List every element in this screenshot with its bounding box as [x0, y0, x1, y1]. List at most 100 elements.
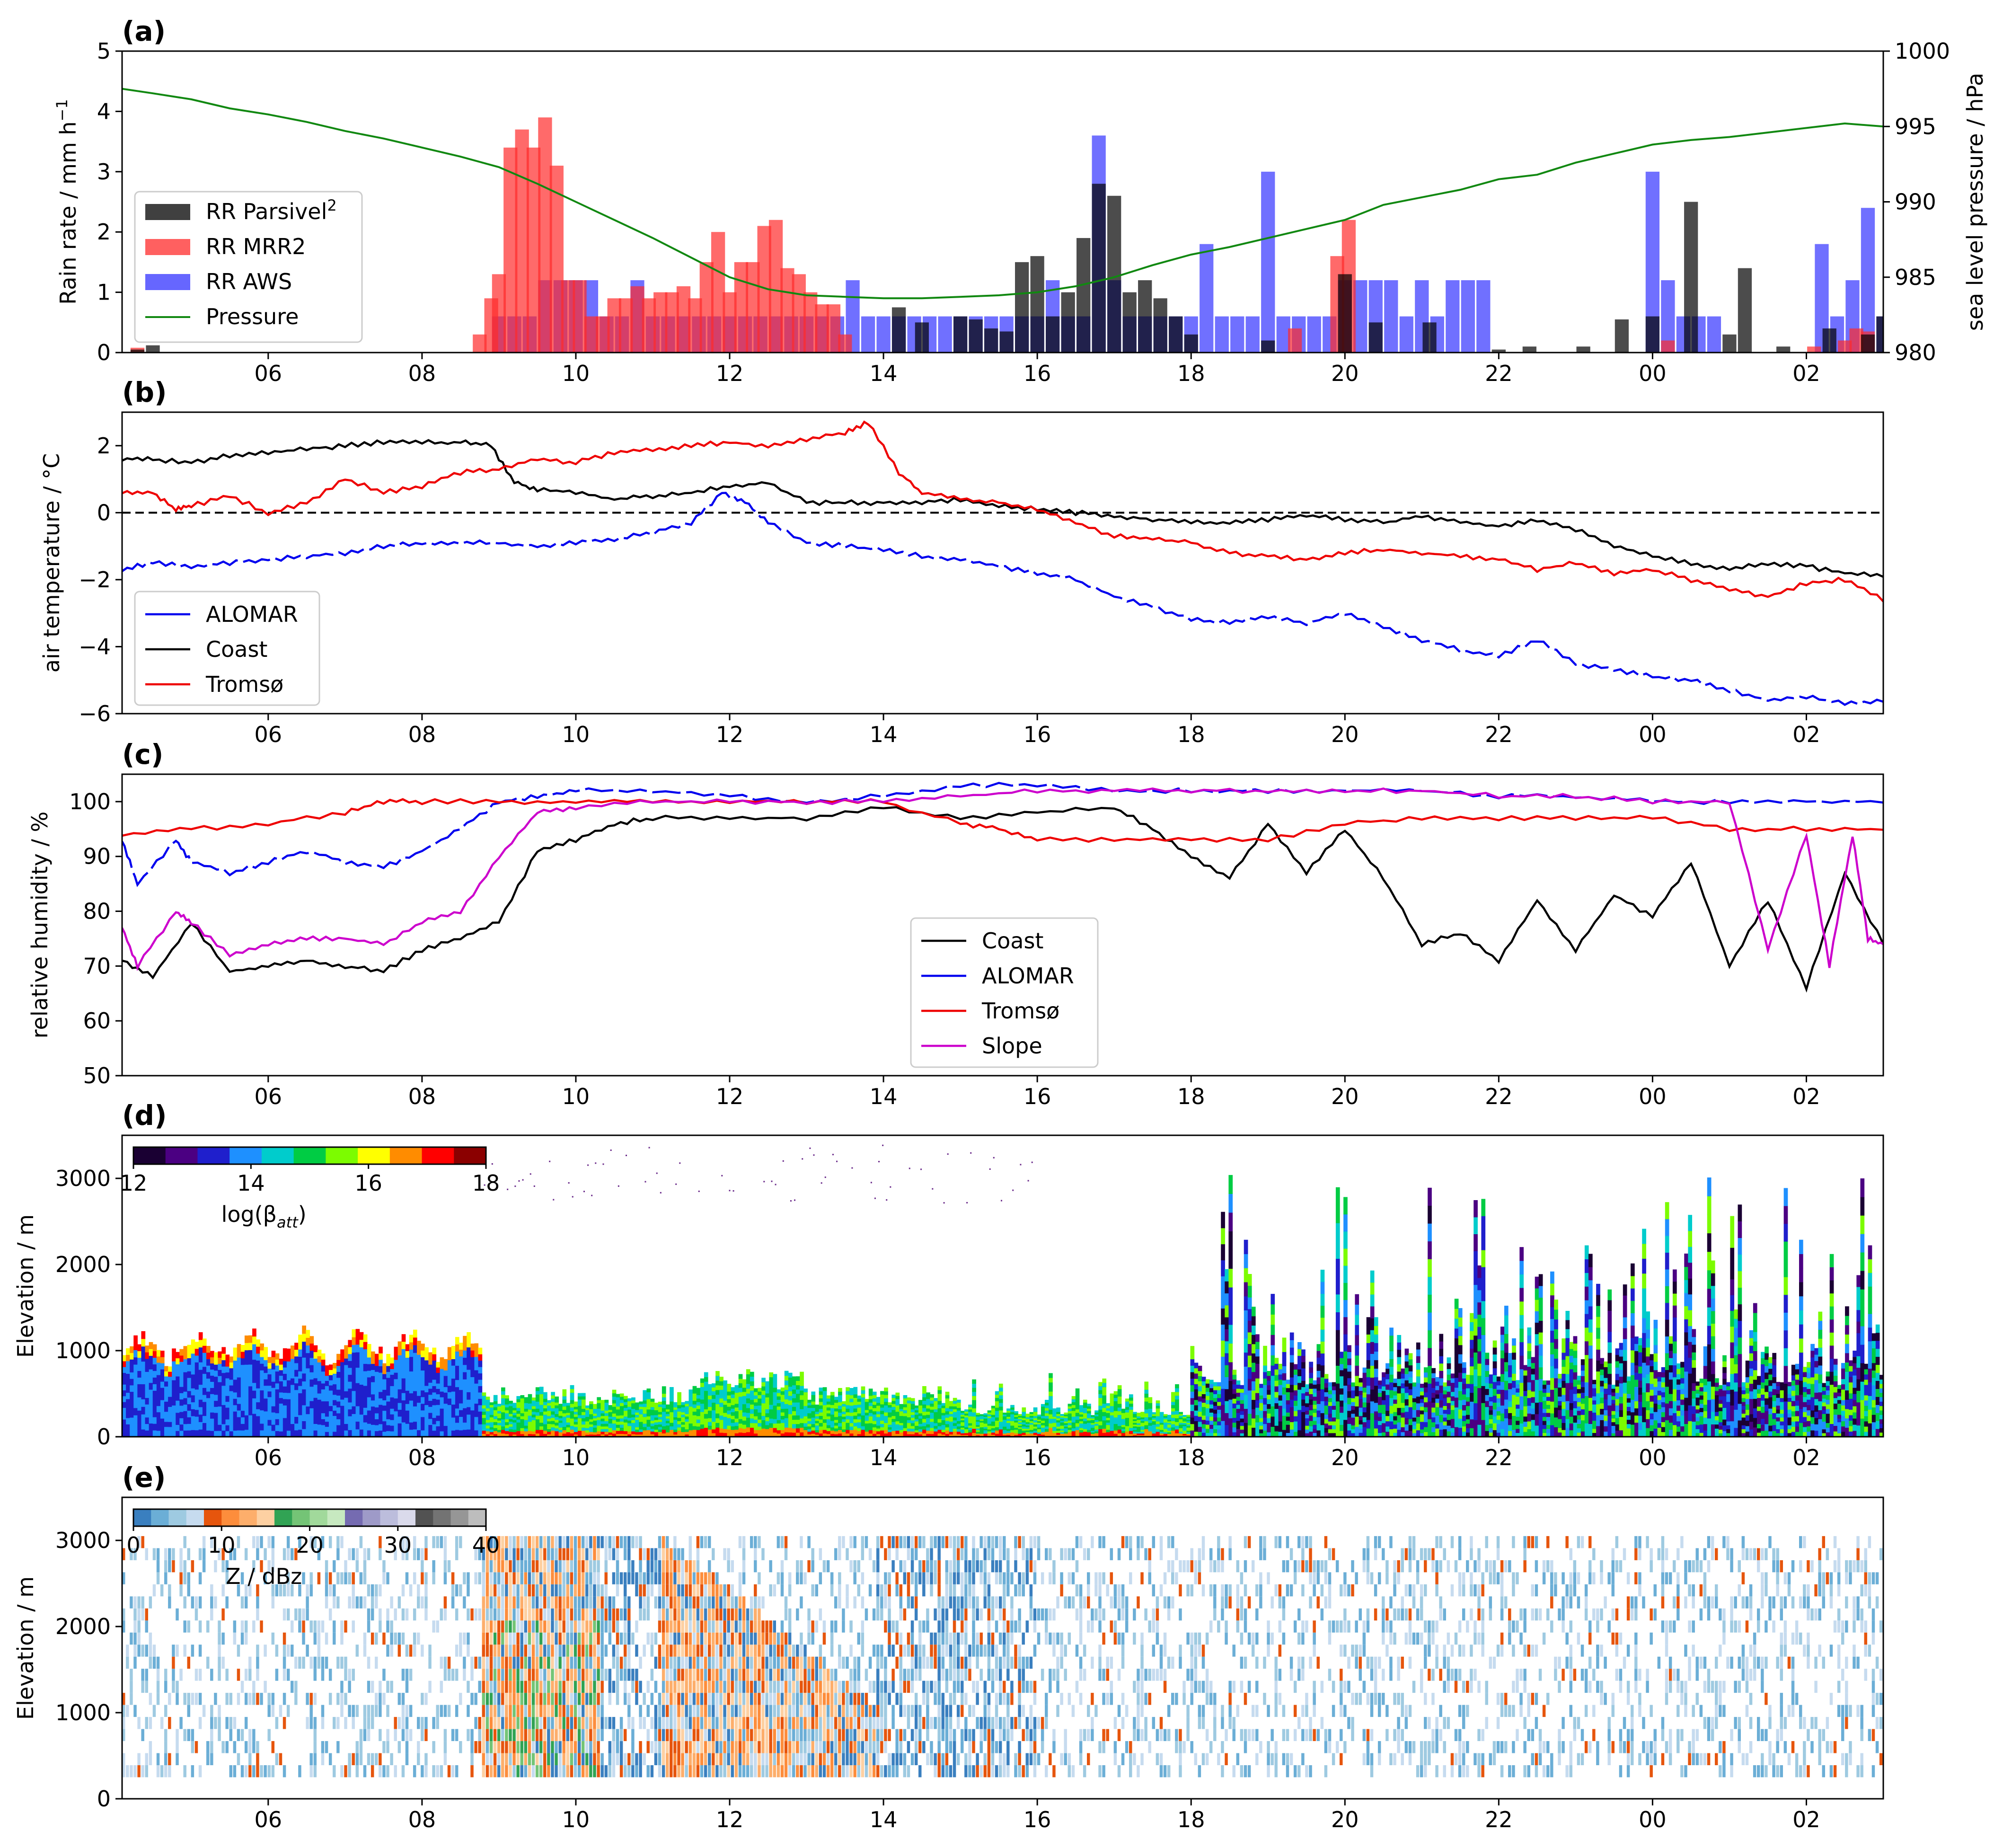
- heat-cell: [681, 1402, 686, 1405]
- heat-cell: [734, 1388, 739, 1393]
- heat-cell: [934, 1406, 938, 1410]
- heat-cell: [321, 1383, 326, 1390]
- heat-cell: [340, 1368, 344, 1375]
- heat-cell: [1305, 1418, 1309, 1422]
- heat-cell: [903, 1424, 908, 1428]
- heat-cell: [191, 1415, 195, 1424]
- heat-cell: [707, 1395, 712, 1400]
- heat-cell: [233, 1405, 238, 1412]
- heat-cell: [723, 1412, 728, 1417]
- heat-cell: [1022, 1424, 1026, 1427]
- heat-cell: [1301, 1380, 1306, 1388]
- heat-cell: [160, 1418, 165, 1425]
- heat-cell: [1424, 1402, 1428, 1407]
- heat-cell: [1010, 1416, 1015, 1419]
- heat-cell: [309, 1336, 314, 1344]
- heat-cell: [1232, 1427, 1237, 1432]
- heat-cell: [535, 1390, 540, 1395]
- heat-cell: [1182, 1435, 1187, 1437]
- heat-cell: [1087, 1432, 1091, 1435]
- heat-cell: [1267, 1380, 1271, 1386]
- heat-cell: [386, 1424, 390, 1432]
- heat-cell: [819, 1426, 823, 1430]
- heat-cell: [1110, 1403, 1114, 1406]
- heat-cell: [1045, 1426, 1049, 1429]
- heat-cell: [1377, 1424, 1382, 1429]
- heat-cell: [1091, 1418, 1095, 1420]
- heat-cell: [405, 1397, 410, 1404]
- heat-cell: [267, 1374, 272, 1380]
- heat-cell: [1324, 1432, 1329, 1437]
- heat-cell: [194, 1375, 199, 1383]
- heat-cell: [164, 1386, 168, 1392]
- heat-cell: [853, 1387, 858, 1391]
- heat-cell: [535, 1401, 540, 1406]
- heat-cell: [130, 1411, 134, 1418]
- heat-cell: [1106, 1434, 1111, 1437]
- heat-cell: [577, 1427, 582, 1431]
- heat-cell: [1156, 1424, 1160, 1427]
- heat-cell: [956, 1415, 961, 1419]
- heat-cell: [673, 1417, 678, 1420]
- heat-cell: [1110, 1399, 1114, 1403]
- heat-cell: [1454, 1397, 1459, 1408]
- heat-cell: [673, 1422, 678, 1425]
- heat-cell: [788, 1427, 793, 1432]
- heat-cell: [895, 1427, 900, 1431]
- heat-cell: [218, 1418, 222, 1425]
- heat-cell: [593, 1406, 597, 1409]
- heat-cell: [1159, 1424, 1164, 1427]
- heat-cell: [761, 1390, 766, 1395]
- heat-cell: [493, 1419, 498, 1423]
- heat-cell: [998, 1387, 1003, 1392]
- heat-cell: [1205, 1408, 1210, 1413]
- heat-cell: [1466, 1419, 1470, 1424]
- heat-cell: [547, 1410, 551, 1414]
- heat-cell: [1201, 1424, 1206, 1429]
- heat-cell: [260, 1397, 264, 1404]
- heat-cell: [1098, 1389, 1103, 1394]
- heat-cell: [907, 1423, 911, 1426]
- heat-cell: [1416, 1349, 1421, 1356]
- heat-cell: [700, 1382, 705, 1387]
- heat-cell: [811, 1391, 816, 1395]
- heat-cell: [1064, 1430, 1068, 1432]
- heat-cell: [371, 1394, 375, 1401]
- heat-cell: [910, 1423, 915, 1426]
- heat-cell: [478, 1424, 483, 1431]
- heat-cell: [738, 1405, 743, 1410]
- heat-cell: [581, 1412, 586, 1415]
- heat-cell: [773, 1432, 777, 1437]
- heat-cell: [712, 1383, 716, 1388]
- heat-cell: [1309, 1421, 1313, 1426]
- heat-cell: [577, 1402, 582, 1406]
- heat-cell: [206, 1385, 211, 1392]
- heat-cell: [1244, 1380, 1248, 1395]
- heat-cell: [953, 1434, 957, 1437]
- heat-cell: [302, 1405, 306, 1414]
- heat-cell: [489, 1402, 494, 1406]
- heat-cell: [409, 1356, 414, 1364]
- heat-cell: [895, 1402, 900, 1406]
- heat-cell: [619, 1427, 624, 1431]
- heat-cell: [294, 1403, 299, 1410]
- heat-cell: [861, 1411, 865, 1416]
- heat-cell: [306, 1375, 310, 1384]
- heat-cell: [941, 1434, 946, 1437]
- heat-cell: [325, 1396, 329, 1402]
- heat-cell: [152, 1384, 157, 1391]
- heat-cell: [447, 1424, 452, 1431]
- heat-cell: [1236, 1400, 1241, 1405]
- heat-cell: [298, 1429, 302, 1437]
- heat-cell: [1182, 1423, 1187, 1425]
- heat-cell: [1201, 1428, 1206, 1433]
- heat-cell: [447, 1360, 452, 1367]
- heat-cell: [1466, 1401, 1470, 1406]
- heat-cell: [1006, 1432, 1011, 1435]
- heat-cell: [133, 1400, 138, 1408]
- heat-cell: [1091, 1426, 1095, 1428]
- heat-cell: [1271, 1314, 1275, 1325]
- heat-cell: [991, 1423, 996, 1426]
- heat-cell: [731, 1426, 735, 1430]
- heat-cell: [1094, 1412, 1099, 1415]
